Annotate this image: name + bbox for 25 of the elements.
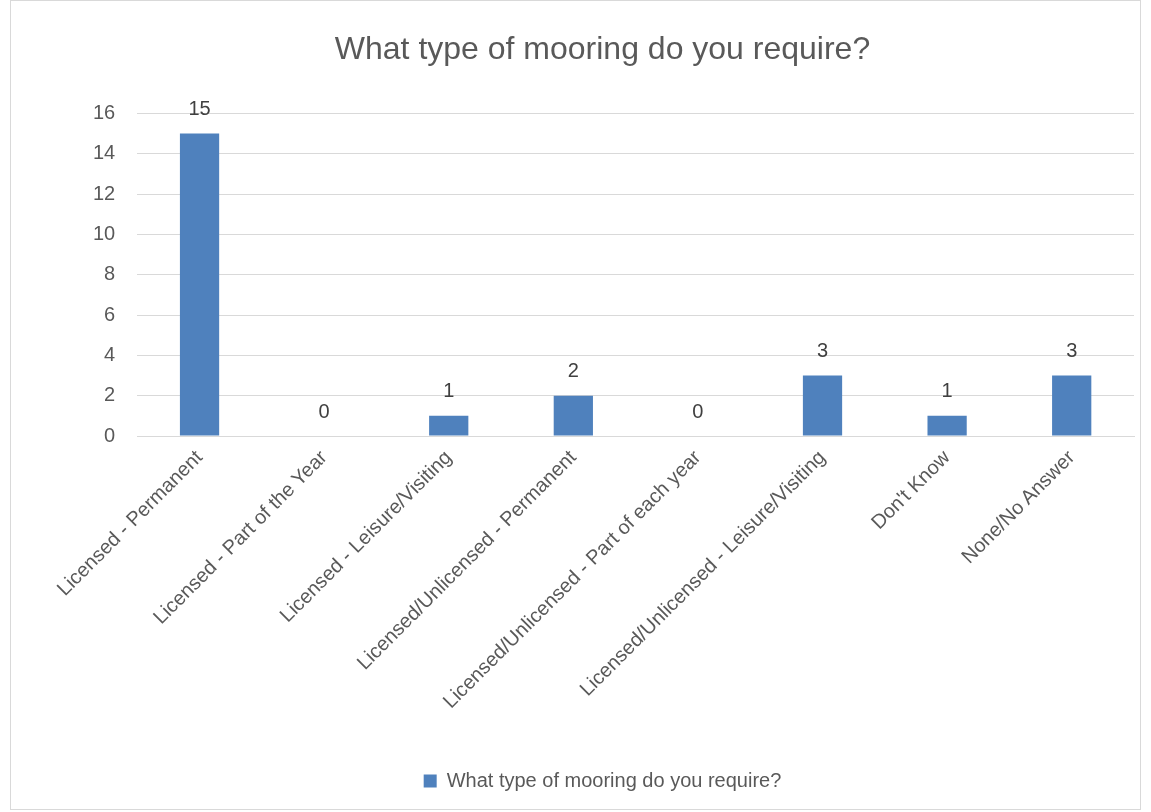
bar: [179, 133, 220, 436]
bar: [429, 415, 469, 436]
legend-label: What type of mooring do you require?: [446, 768, 782, 791]
y-tick-label: 12: [93, 181, 116, 204]
y-tick-label: 6: [104, 302, 116, 325]
bar: [1052, 375, 1092, 436]
data-label: 1: [941, 379, 953, 402]
y-tick-label: 4: [104, 342, 116, 365]
y-tick-label: 8: [104, 262, 116, 285]
data-label: 3: [816, 339, 829, 362]
bar: [553, 395, 593, 436]
y-tick-label: 2: [104, 383, 116, 406]
chart-title: What type of mooring do you require?: [334, 30, 871, 67]
y-tick-label: 16: [93, 100, 116, 123]
y-tick-label: 10: [93, 221, 116, 244]
data-label: 0: [318, 399, 330, 422]
data-label: 15: [188, 97, 211, 120]
data-label: 0: [692, 399, 704, 422]
data-label: 3: [1066, 339, 1078, 362]
data-label: 1: [443, 379, 455, 402]
y-tick-label: 0: [104, 423, 116, 446]
bar: [802, 375, 843, 436]
y-tick-label: 14: [93, 141, 116, 164]
data-label: 2: [567, 359, 579, 382]
bar: [927, 415, 967, 436]
